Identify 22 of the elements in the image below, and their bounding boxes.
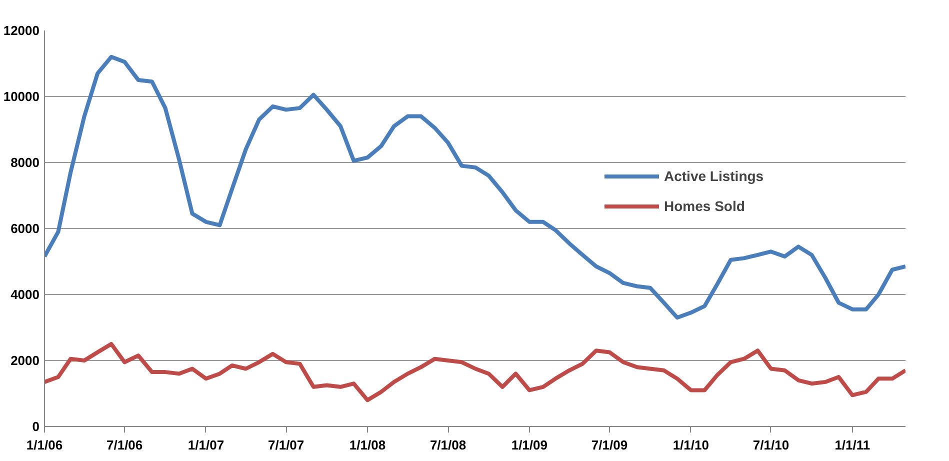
x-tick-label: 1/1/06 — [26, 438, 63, 452]
legend-label: Active Listings — [664, 168, 764, 184]
x-tick-label: 7/1/09 — [591, 438, 628, 452]
y-tick-label: 4000 — [10, 287, 40, 302]
x-tick-label: 1/1/08 — [349, 438, 386, 452]
y-tick-label: 12000 — [3, 23, 40, 38]
x-tick-label: 1/1/07 — [188, 438, 224, 452]
x-tick-label: 1/1/10 — [672, 438, 709, 452]
legend-label: Homes Sold — [664, 198, 745, 214]
line-series — [44, 342, 906, 402]
line-series — [44, 54, 906, 320]
x-tick-label: 7/1/06 — [106, 438, 143, 452]
x-tick-label: 7/1/07 — [268, 438, 304, 452]
x-tick-label: 1/1/09 — [511, 438, 548, 452]
x-tick-label: 7/1/08 — [430, 438, 466, 452]
y-tick-label: 2000 — [10, 353, 40, 368]
y-tick-label: 0 — [32, 419, 40, 434]
y-tick-label: 8000 — [10, 155, 40, 170]
x-tick-label: 7/1/10 — [752, 438, 790, 452]
x-tick-label: 1/1/11 — [834, 438, 870, 452]
y-tick-label: 10000 — [3, 89, 40, 104]
y-tick-label: 6000 — [10, 221, 40, 236]
